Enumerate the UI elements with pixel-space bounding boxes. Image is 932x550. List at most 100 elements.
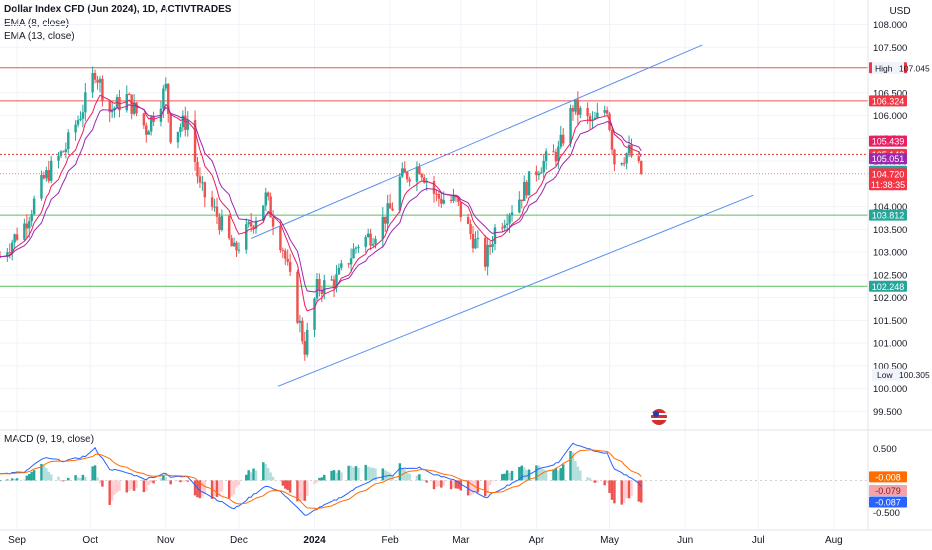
macd-histogram-bar [145,480,148,492]
candle [561,134,565,144]
candle [320,290,324,294]
candle [247,221,250,225]
candle [162,88,165,109]
candle [371,244,375,246]
macd-histogram-bar [0,480,2,482]
macd-tick-label: 0.500 [873,444,897,455]
candle [315,279,319,299]
macd-histogram-bar [247,470,250,481]
macd-histogram-bar [593,480,597,483]
candle [145,125,148,135]
candle [318,279,321,291]
candle [186,120,189,130]
macd-legend[interactable]: MACD (9, 19, close) [4,434,95,445]
macd-histogram-bar [610,480,614,500]
candle [28,221,31,229]
macd-histogram-bar [335,472,338,481]
time-axis[interactable]: Sep Oct Nov Dec 2024 Feb Mar Apr May Jun Jul Aug [0,529,932,546]
candle [630,144,633,157]
candle [198,176,202,183]
price-axis[interactable]: USD 99.500 100.000 100.500 101.000 101.500 10… [867,0,911,530]
candle [603,110,606,113]
macd-histogram-bar [281,480,285,486]
macd-histogram-bar [420,479,424,481]
us-flag-icon[interactable] [651,409,667,425]
candle [486,244,489,267]
candle [59,151,63,156]
macd-histogram-bar [442,480,445,486]
macd-histogram-bar [622,480,626,504]
candle [501,227,504,229]
macd-histogram-bar [503,473,506,481]
macd-histogram-bar [425,480,428,483]
macd-histogram-bar [286,480,289,491]
candle [271,217,275,227]
x-tick-label: 2024 [303,535,326,546]
macd-histogram-bar [366,466,370,481]
y-tick-label: 99.500 [873,407,902,418]
macd-histogram-bar [127,480,131,491]
macd-histogram-bar [269,472,272,481]
macd-histogram-bar [249,472,253,481]
x-tick-label: Feb [381,535,399,546]
macd-histogram-bar [488,480,492,485]
candle [537,173,541,176]
macd-histogram-bar [423,480,426,481]
macd-histogram-bar [364,464,367,481]
candle [10,242,14,253]
x-tick-label: Oct [82,535,98,546]
ema13-legend[interactable]: EMA (13, close) [4,31,75,42]
macd-value-tag-bg [869,484,907,496]
high-value: 107.045 [899,64,930,74]
macd-histogram-bar [459,480,463,491]
macd-histogram-bar [510,470,514,481]
candle [269,196,272,218]
candle [527,171,531,196]
macd-histogram-bar [57,476,60,481]
macd-histogram-bar [164,477,168,481]
candle [386,203,389,224]
macd-value-tag: -0.079 [875,486,901,496]
macd-histogram-bar [357,467,360,481]
candle [586,107,589,116]
candle [574,99,577,112]
macd-histogram-bar [32,470,36,481]
macd-histogram-bar [47,471,50,481]
candle [596,112,599,118]
candle [30,214,33,222]
price-tag-bg [869,280,907,292]
macd-histogram-bar [525,470,528,481]
macd-histogram-bar [630,480,633,496]
horizontal-levels [0,67,868,287]
macd-value-tag-bg [869,471,907,483]
price-tag-bg [869,153,907,165]
candle [518,199,521,213]
macd-histogram-bar [59,480,63,482]
candle [79,118,82,120]
price-tag: 103.812 [872,211,905,221]
y-tick-label: 102.500 [873,270,907,281]
macd-histogram-bar [323,474,326,481]
macd-histogram-bar [210,480,214,499]
macd-histogram-bar [262,462,265,481]
candle [288,261,292,272]
macd-histogram-bar [298,480,302,502]
candle [369,233,372,246]
macd-histogram-bar [337,470,341,481]
candle [576,99,580,115]
channel-lower-line [277,194,754,387]
candle [366,233,370,238]
ema8-legend[interactable]: EMA (8, close) [4,18,70,29]
candle [452,195,455,201]
candle [425,181,428,183]
macd-histogram-bar [454,480,458,489]
candle [93,72,97,80]
candle [96,79,99,83]
macd-histogram-bar [483,480,487,497]
candle [298,320,302,323]
trend-channel[interactable] [250,44,754,387]
candle [459,202,463,218]
candle [354,247,358,249]
candle [488,244,492,248]
